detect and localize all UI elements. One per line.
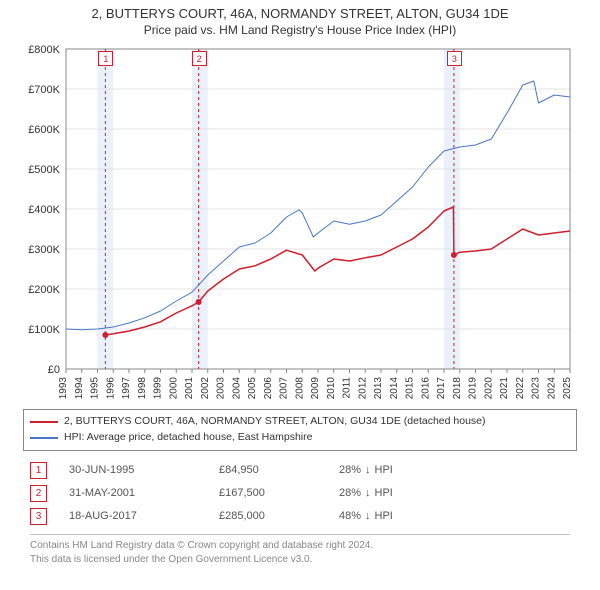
svg-text:£300K: £300K	[28, 244, 60, 256]
markers-table: 1 30-JUN-1995£84,95028% ↓ HPI 2 31-MAY-2001£1…	[30, 459, 570, 528]
footer-line-1: Contains HM Land Registry data © Crown c…	[30, 539, 570, 553]
svg-text:2018: 2018	[452, 377, 463, 400]
marker-delta-label: HPI	[375, 487, 393, 499]
marker-delta-pct: 28%	[339, 487, 361, 499]
svg-text:2007: 2007	[279, 377, 290, 400]
svg-text:1997: 1997	[121, 377, 132, 400]
svg-text:2020: 2020	[483, 377, 494, 400]
svg-text:2002: 2002	[200, 377, 211, 400]
svg-text:2006: 2006	[263, 377, 274, 400]
chart-marker-box: 3	[447, 51, 462, 66]
svg-text:2022: 2022	[515, 377, 526, 400]
marker-delta-label: HPI	[375, 464, 393, 476]
chart-area: £0 £100K £200K £300K £400K £500K £600K £700K £80…	[20, 43, 580, 403]
svg-text:1993: 1993	[58, 377, 69, 400]
svg-text:2001: 2001	[184, 377, 195, 400]
chart-svg: £0 £100K £200K £300K £400K £500K £600K £700K £80…	[20, 43, 580, 403]
svg-text:£400K: £400K	[28, 204, 60, 216]
svg-text:2004: 2004	[231, 377, 242, 400]
svg-text:£100K: £100K	[28, 324, 60, 336]
svg-text:2008: 2008	[294, 377, 305, 400]
svg-text:2012: 2012	[357, 377, 368, 400]
marker-price: £285,000	[219, 510, 339, 522]
svg-text:2019: 2019	[468, 377, 479, 400]
chart-subtitle: Price paid vs. HM Land Registry's House …	[0, 21, 600, 37]
svg-text:2016: 2016	[420, 377, 431, 400]
svg-text:£700K: £700K	[28, 84, 60, 96]
svg-text:1999: 1999	[153, 377, 164, 400]
marker-delta: 28% ↓ HPI	[339, 487, 393, 499]
legend-swatch	[30, 437, 58, 439]
svg-text:£500K: £500K	[28, 164, 60, 176]
chart-marker-box: 2	[192, 51, 207, 66]
marker-number-box: 3	[30, 508, 47, 525]
svg-text:2003: 2003	[216, 377, 227, 400]
svg-text:2005: 2005	[247, 377, 258, 400]
svg-text:1996: 1996	[105, 377, 116, 400]
chart-container: { "title": "2, BUTTERYS COURT, 46A, NORM…	[0, 0, 600, 590]
marker-delta: 28% ↓ HPI	[339, 464, 393, 476]
marker-row: 1 30-JUN-1995£84,95028% ↓ HPI	[30, 459, 570, 482]
legend: 2, BUTTERYS COURT, 46A, NORMANDY STREET,…	[23, 409, 577, 451]
svg-text:2010: 2010	[326, 377, 337, 400]
legend-swatch	[30, 421, 58, 423]
svg-text:2024: 2024	[546, 377, 557, 400]
marker-row: 3 18-AUG-2017£285,00048% ↓ HPI	[30, 505, 570, 528]
marker-row: 2 31-MAY-2001£167,50028% ↓ HPI	[30, 482, 570, 505]
svg-text:£600K: £600K	[28, 124, 60, 136]
marker-delta-pct: 48%	[339, 510, 361, 522]
svg-text:2000: 2000	[168, 377, 179, 400]
legend-label: HPI: Average price, detached house, East…	[64, 430, 312, 446]
svg-text:2023: 2023	[531, 377, 542, 400]
marker-price: £167,500	[219, 487, 339, 499]
svg-text:2015: 2015	[405, 377, 416, 400]
arrow-down-icon: ↓	[365, 510, 371, 522]
chart-marker-box: 1	[98, 51, 113, 66]
svg-text:£0: £0	[48, 364, 60, 376]
svg-text:1998: 1998	[137, 377, 148, 400]
legend-row: HPI: Average price, detached house, East…	[30, 430, 570, 446]
svg-text:£200K: £200K	[28, 284, 60, 296]
legend-row: 2, BUTTERYS COURT, 46A, NORMANDY STREET,…	[30, 414, 570, 430]
svg-text:2013: 2013	[373, 377, 384, 400]
marker-price: £84,950	[219, 464, 339, 476]
footer: Contains HM Land Registry data © Crown c…	[30, 534, 570, 567]
chart-title: 2, BUTTERYS COURT, 46A, NORMANDY STREET,…	[0, 0, 600, 21]
arrow-down-icon: ↓	[365, 487, 371, 499]
svg-text:2014: 2014	[389, 377, 400, 400]
svg-text:2025: 2025	[562, 377, 573, 400]
svg-text:1994: 1994	[74, 377, 85, 400]
svg-text:2021: 2021	[499, 377, 510, 400]
marker-delta-label: HPI	[375, 510, 393, 522]
svg-text:1995: 1995	[90, 377, 101, 400]
svg-text:£800K: £800K	[28, 44, 60, 56]
marker-number-box: 2	[30, 485, 47, 502]
legend-label: 2, BUTTERYS COURT, 46A, NORMANDY STREET,…	[64, 414, 486, 430]
svg-text:2017: 2017	[436, 377, 447, 400]
marker-delta: 48% ↓ HPI	[339, 510, 393, 522]
marker-date: 18-AUG-2017	[69, 510, 219, 522]
marker-number-box: 1	[30, 462, 47, 479]
marker-delta-pct: 28%	[339, 464, 361, 476]
footer-line-2: This data is licensed under the Open Gov…	[30, 553, 570, 567]
svg-text:2011: 2011	[342, 377, 353, 399]
marker-date: 30-JUN-1995	[69, 464, 219, 476]
arrow-down-icon: ↓	[365, 464, 371, 476]
svg-text:2009: 2009	[310, 377, 321, 400]
marker-date: 31-MAY-2001	[69, 487, 219, 499]
